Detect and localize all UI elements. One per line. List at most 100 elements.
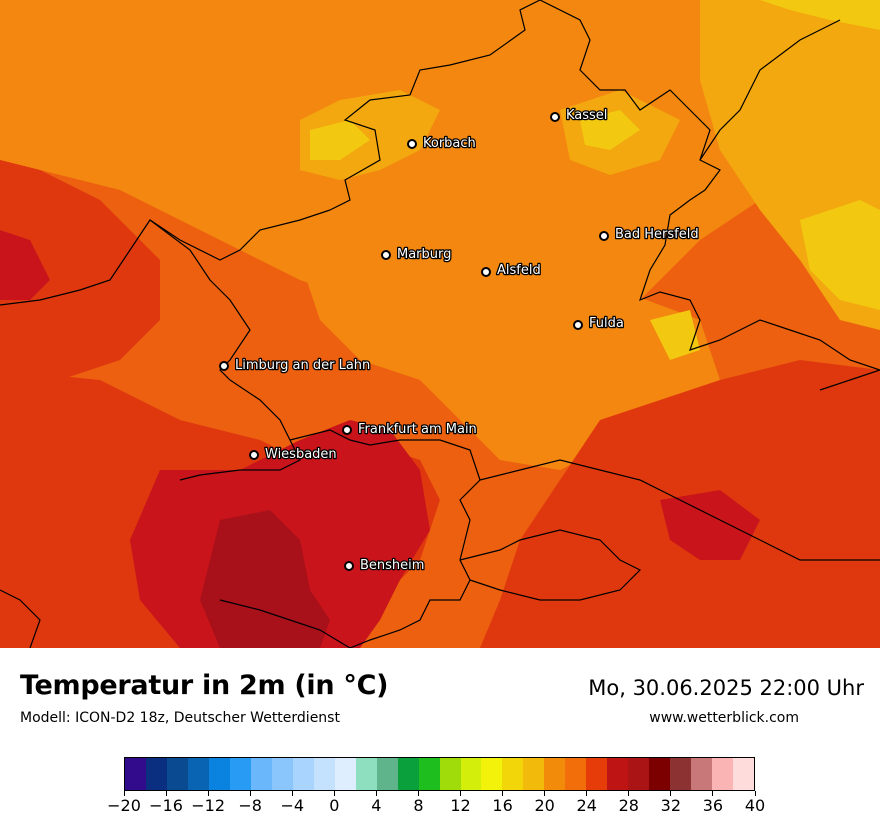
colorbar-tick-label: 40 [744, 796, 766, 815]
colorbar-tick-label: −16 [149, 796, 183, 815]
city-label-fulda: Fulda [589, 316, 624, 331]
hesse-border-west [0, 209, 331, 306]
city-dot-frankfurt [342, 425, 352, 435]
city-label-frankfurt: Frankfurt am Main [358, 422, 477, 437]
city-label-marburg: Marburg [397, 247, 451, 262]
temp-zone-korbach-cold [310, 120, 370, 160]
southern-border-stub [219, 599, 351, 648]
colorbar-tick-mark [712, 791, 714, 796]
website-link[interactable]: www.wetterblick.com [649, 710, 799, 726]
city-label-kassel: Kassel [566, 108, 607, 123]
city-dot-limburg [219, 361, 229, 371]
colorbar-tick-mark [586, 791, 588, 796]
colorbar-tick-mark [460, 791, 462, 796]
city-marker-frankfurt: Frankfurt am Main [342, 421, 478, 438]
colorbar-tick-label: 28 [618, 796, 639, 815]
colorbar-swatch [334, 758, 356, 790]
colorbar-swatch [481, 758, 503, 790]
colorbar-swatch [607, 758, 629, 790]
colorbar-swatch [355, 758, 377, 790]
colorbar-swatch [670, 758, 692, 790]
colorbar-tick-label: 20 [534, 796, 555, 815]
colorbar-swatch [691, 758, 713, 790]
colorbar-swatch [523, 758, 545, 790]
hesse-border-southeast [479, 459, 880, 561]
colorbar-swatch [292, 758, 314, 790]
city-marker-fulda: Fulda [573, 315, 625, 332]
city-label-alsfeld: Alsfeld [497, 263, 541, 278]
colorbar-swatch [649, 758, 671, 790]
colorbar-tick-label: 4 [371, 796, 382, 815]
temperature-map: Kassel Korbach Bad Hersfeld Marburg Alsf… [0, 0, 880, 648]
colorbar-swatch [565, 758, 587, 790]
colorbar-swatch [229, 758, 251, 790]
colorbar-tick-mark [291, 791, 293, 796]
colorbar-tick-mark [375, 791, 377, 796]
temp-zone-west-hot [0, 230, 50, 300]
colorbar-tick-mark [628, 791, 630, 796]
city-dot-marburg [381, 250, 391, 260]
temp-zone-west-warm [0, 160, 160, 380]
colorbar-tick-mark [165, 791, 167, 796]
colorbar-tick-label: −4 [280, 796, 305, 815]
city-dot-bad-hersfeld [599, 231, 609, 241]
model-subtitle: Modell: ICON-D2 18z, Deutscher Wetterdie… [20, 710, 340, 726]
colorbar-tick-mark [249, 791, 251, 796]
colorbar-swatch [376, 758, 398, 790]
city-marker-wiesbaden: Wiesbaden [249, 446, 338, 463]
colorbar-tick-mark [754, 791, 756, 796]
city-markers: Kassel Korbach Bad Hersfeld Marburg Alsf… [219, 107, 700, 574]
colorbar-tick-mark [417, 791, 419, 796]
city-label-limburg: Limburg an der Lahn [235, 358, 370, 373]
temp-zone-rhine-hottest [200, 510, 330, 648]
city-marker-bad-hersfeld: Bad Hersfeld [599, 226, 700, 243]
hesse-border-south [289, 429, 481, 648]
colorbar-swatch [586, 758, 608, 790]
temp-zone-northeast-cold [760, 0, 880, 30]
hesse-border-northeast [539, 0, 880, 371]
city-marker-marburg: Marburg [381, 246, 453, 263]
colorbar-swatch [733, 758, 755, 790]
east-border-stub [819, 369, 880, 391]
hesse-border-north [329, 0, 541, 211]
colorbar-tick-label: −20 [107, 796, 141, 815]
colorbar-ticks: −20 −16 −12 −8 −4 0 4 8 12 16 20 24 28 32 36 40 [107, 791, 765, 821]
city-label-bensheim: Bensheim [360, 558, 424, 573]
hesse-border-southwest [149, 219, 301, 481]
colorbar-tick-label: 24 [576, 796, 597, 815]
bavaria-border [459, 529, 642, 601]
colorbar-tick-mark [502, 791, 504, 796]
colorbar-tick-label: 32 [660, 796, 682, 815]
colorbar-tick-label: −12 [191, 796, 226, 815]
colorbar-swatch [145, 758, 167, 790]
colorbar-swatch [125, 758, 146, 790]
hesse-border-east-spur [699, 19, 841, 161]
colorbar-swatch [712, 758, 734, 790]
temp-zone-fulda-cold [650, 310, 700, 360]
forecast-datetime: Mo, 30.06.2025 22:00 Uhr [588, 676, 864, 700]
colorbar-swatch [418, 758, 440, 790]
city-marker-alsfeld: Alsfeld [481, 262, 542, 279]
colorbar-tick-label: 0 [329, 796, 340, 815]
colorbar-swatch [544, 758, 566, 790]
city-dot-wiesbaden [249, 450, 259, 460]
colorbar-swatch [439, 758, 461, 790]
colorbar-swatch [313, 758, 335, 790]
temp-zone-east-cold [800, 200, 880, 310]
temp-zone-kassel-cold [580, 110, 640, 150]
colorbar-tick-mark [207, 791, 209, 796]
colorbar-swatch [502, 758, 524, 790]
colorbar-tick-label: 8 [413, 796, 424, 815]
colorbar-tick-label: −8 [238, 796, 262, 815]
city-marker-korbach: Korbach [407, 135, 477, 152]
colorbar-tick-label: 12 [450, 796, 471, 815]
city-dot-kassel [550, 112, 560, 122]
colorbar-tick-mark [670, 791, 672, 796]
city-marker-kassel: Kassel [550, 107, 609, 124]
colorbar-tick-label: 16 [492, 796, 513, 815]
colorbar-swatch [628, 758, 650, 790]
city-label-korbach: Korbach [423, 136, 476, 151]
colorbar-swatch [397, 758, 419, 790]
temp-zone-southeast-hot [660, 490, 760, 560]
city-dot-alsfeld [481, 267, 491, 277]
